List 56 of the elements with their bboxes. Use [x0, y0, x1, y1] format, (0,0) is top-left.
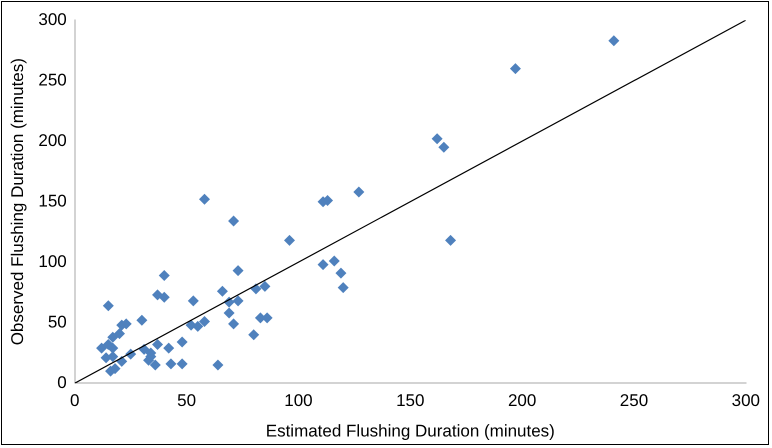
point — [510, 63, 521, 74]
point — [259, 280, 270, 292]
y-axis-title: Observed Flushing Duration (minutes) — [8, 58, 27, 346]
point — [163, 342, 174, 354]
point — [158, 270, 170, 282]
y-tick-label: 150 — [38, 191, 67, 210]
point — [152, 338, 164, 350]
x-tick-label: 250 — [620, 391, 648, 410]
x-tick-label: 300 — [732, 391, 760, 410]
x-tick-label: 200 — [508, 391, 536, 410]
point — [107, 332, 118, 343]
point — [199, 194, 210, 205]
point — [284, 234, 295, 246]
point — [114, 328, 125, 340]
y-tick-label: 250 — [38, 70, 67, 90]
point — [232, 295, 244, 306]
point — [432, 133, 443, 144]
point — [152, 289, 164, 300]
point — [248, 329, 260, 340]
point — [107, 342, 118, 354]
point — [216, 286, 228, 297]
point — [318, 259, 329, 270]
y-tick-label: 50 — [48, 312, 67, 332]
point — [212, 360, 224, 371]
point — [199, 316, 210, 327]
point — [438, 142, 450, 153]
point — [228, 318, 240, 330]
point — [335, 268, 346, 279]
point — [136, 314, 148, 326]
point — [232, 265, 244, 276]
point — [192, 320, 204, 332]
point — [338, 282, 349, 294]
y-tick-label: 200 — [38, 130, 67, 150]
y-tick-label: 300 — [38, 10, 67, 29]
x-tick-label: 50 — [177, 391, 196, 410]
x-tick-label: 100 — [284, 391, 313, 410]
point — [176, 336, 188, 348]
point — [102, 300, 114, 312]
point — [228, 216, 240, 227]
point — [445, 234, 456, 246]
point — [107, 351, 118, 362]
point — [608, 35, 620, 46]
x-tick-label: 150 — [396, 391, 424, 410]
y-tick-label: 100 — [38, 252, 67, 271]
point — [353, 186, 364, 198]
x-axis-title: Estimated Flushing Duration (minutes) — [266, 421, 555, 440]
y-tick-label: 0 — [57, 372, 67, 392]
point — [96, 342, 108, 354]
x-tick-label: 0 — [70, 391, 80, 410]
point — [188, 295, 199, 306]
point — [150, 360, 161, 371]
point — [224, 308, 235, 319]
point — [176, 358, 188, 370]
point — [165, 358, 176, 370]
point — [328, 255, 340, 266]
point — [158, 292, 170, 303]
